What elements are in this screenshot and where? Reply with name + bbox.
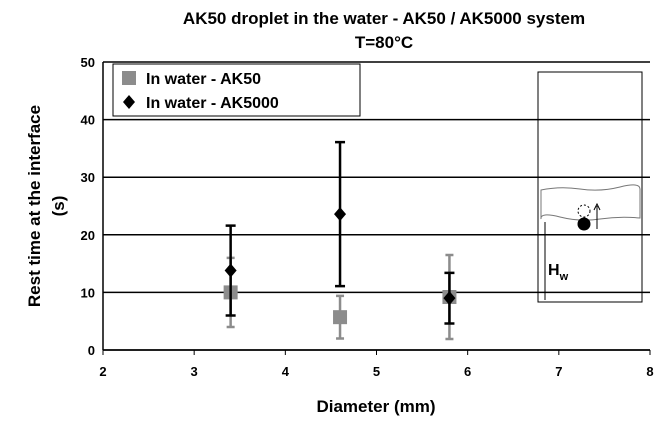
legend-marker <box>123 95 135 109</box>
inset-arrowhead <box>593 202 601 211</box>
y-tick-label: 50 <box>81 55 95 70</box>
inset-label-sub: w <box>559 271 569 283</box>
y-tick-label: 30 <box>81 170 95 185</box>
x-tick-label: 8 <box>646 364 653 379</box>
point <box>333 310 348 325</box>
legend-box <box>112 63 361 117</box>
inset-diagram <box>537 71 643 303</box>
inset-drop <box>577 217 591 231</box>
legend-label: In water - AK50 <box>146 71 261 88</box>
point <box>334 207 347 222</box>
chart-subtitle: T=80°C <box>355 33 413 52</box>
legend-label: In water - AK5000 <box>146 95 279 112</box>
inset-label: Hw <box>548 262 569 283</box>
y-axis-label: (s) <box>49 196 68 217</box>
inset-drop-outline <box>577 204 591 218</box>
x-tick-label: 5 <box>373 364 380 379</box>
legend-marker <box>122 71 136 85</box>
point <box>443 291 456 306</box>
y-tick-label: 40 <box>81 113 95 128</box>
x-axis-label: Diameter (mm) <box>316 397 435 416</box>
x-tick-label: 4 <box>282 364 290 379</box>
x-tick-label: 7 <box>555 364 562 379</box>
inset-label-main: H <box>548 262 560 279</box>
inset-frame <box>537 71 643 303</box>
chart-title: AK50 droplet in the water - AK50 / AK500… <box>183 9 585 28</box>
y-axis-label: Rest time at the interface <box>25 105 44 307</box>
point <box>224 263 237 278</box>
x-tick-label: 3 <box>191 364 198 379</box>
y-tick-label: 0 <box>88 343 95 358</box>
inset-layer <box>540 184 641 221</box>
y-tick-label: 10 <box>81 285 95 300</box>
x-tick-label: 2 <box>99 364 106 379</box>
y-tick-label: 20 <box>81 228 95 243</box>
x-tick-label: 6 <box>464 364 471 379</box>
